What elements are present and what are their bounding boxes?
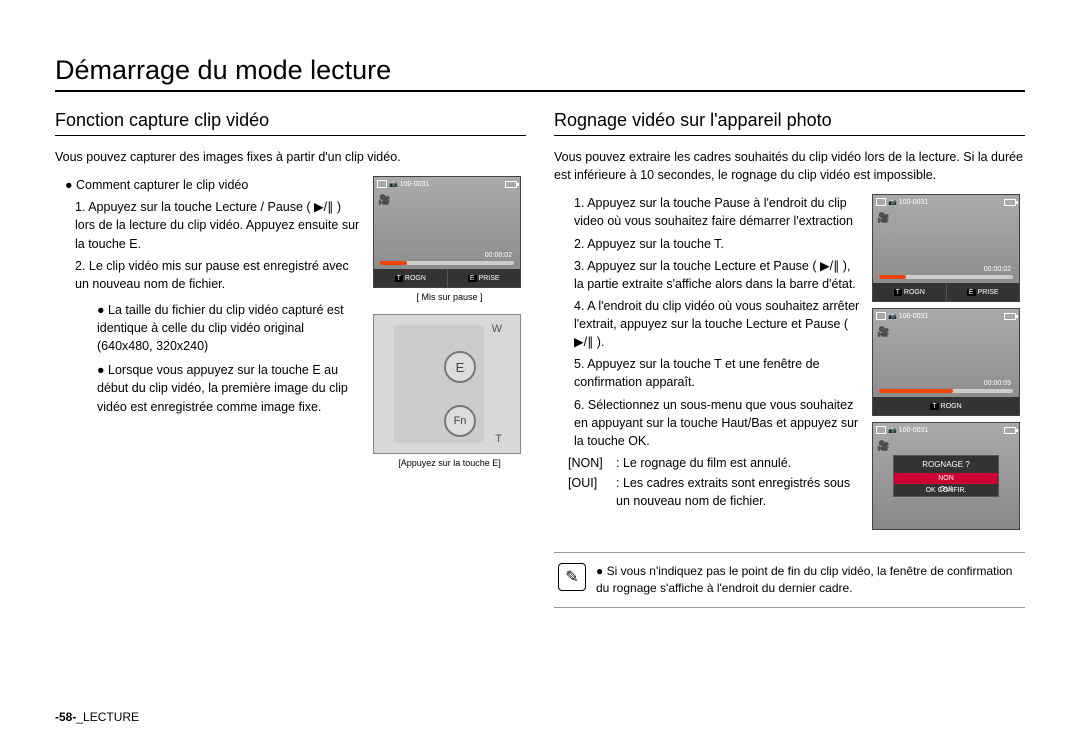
right-section-title: Rognage vidéo sur l'appareil photo: [554, 110, 1025, 136]
page-title: Démarrage du mode lecture: [55, 55, 1025, 92]
note-icon: ✎: [558, 563, 586, 591]
battery-icon: [1004, 313, 1016, 320]
label-w: W: [492, 323, 502, 335]
columns: Fonction capture clip vidéo Vous pouvez …: [55, 110, 1025, 608]
left-photo-e-button: W E Fn T: [373, 314, 521, 454]
note-text-content: Si vous n'indiquez pas le point de fin d…: [596, 564, 1012, 595]
left-bullet-intro: ● Comment capturer le clip vidéo: [55, 176, 363, 194]
r-scr2-file: 100-0031: [899, 313, 929, 320]
modal-opt-non: NON: [894, 473, 998, 484]
left-caption-2: [Appuyez sur la touche E]: [373, 458, 526, 468]
left-subbullet-2-text: Lorsque vous appuyez sur la touche E au …: [97, 363, 348, 413]
r-scr1-rogn: ROGN: [904, 289, 925, 296]
def-non-val: : Le rognage du film est annulé.: [616, 454, 862, 472]
left-step-1: 1. Appuyez sur la touche Lecture / Pause…: [55, 198, 363, 252]
r-scr1-time: 00:00:02: [984, 266, 1011, 273]
play-icon: [377, 180, 387, 188]
left-column: Fonction capture clip vidéo Vous pouvez …: [55, 110, 526, 608]
def-oui-tag: [OUI]: [568, 474, 616, 510]
film-icon: 🎥: [877, 327, 889, 338]
scr1-key-e: E: [468, 275, 477, 282]
modal-ok: OK CONFIR.: [894, 487, 998, 494]
right-step-2: 2. Appuyez sur la touche T.: [554, 235, 862, 253]
modal-title: ROGNAGE ?: [894, 456, 998, 473]
r-scr1-kt: T: [894, 289, 902, 296]
def-oui-val: : Les cadres extraits sont enregistrés s…: [616, 474, 862, 510]
battery-icon: [1004, 427, 1016, 434]
left-intro: Vous pouvez capturer des images fixes à …: [55, 148, 526, 166]
right-screenshot-3: 📷 100-0031 🎥 ROGNAGE ? NON OUI OK CONFIR…: [872, 422, 1020, 530]
left-screenshot-1: 📷 100-0031 🎥 00:00:02 TROGN EPRISE: [373, 176, 521, 288]
left-subbullet-1: ● La taille du fichier du clip vidéo cap…: [75, 301, 363, 355]
r-scr1-ke: E: [967, 289, 976, 296]
left-caption-1: [ Mis sur pause ]: [373, 292, 526, 302]
footer-section: _LECTURE: [76, 710, 139, 724]
scr1-prise: PRISE: [479, 275, 500, 282]
note-text: ● Si vous n'indiquez pas le point de fin…: [596, 563, 1021, 597]
r-scr2-kt: T: [930, 403, 938, 410]
left-section-title: Fonction capture clip vidéo: [55, 110, 526, 136]
footer: -58-_LECTURE: [55, 710, 139, 724]
right-step-4: 4. A l'endroit du clip vidéo où vous sou…: [554, 297, 862, 351]
film-icon: 🎥: [378, 195, 390, 206]
scr1-rogn: ROGN: [405, 275, 426, 282]
right-column: Rognage vidéo sur l'appareil photo Vous …: [554, 110, 1025, 608]
left-step-2: 2. Le clip vidéo mis sur pause est enreg…: [55, 257, 363, 293]
battery-icon: [1004, 199, 1016, 206]
right-step-3: 3. Appuyez sur la touche Lecture et Paus…: [554, 257, 862, 293]
right-screenshot-2: 📷 100-0031 🎥 00:00:09 TROGN: [872, 308, 1020, 416]
r-scr1-file: 100-0031: [899, 199, 929, 206]
right-step-6: 6. Sélectionnez un sous-menu que vous so…: [554, 396, 862, 450]
label-t: T: [495, 433, 502, 445]
left-subbullet-2: ● Lorsque vous appuyez sur la touche E a…: [75, 361, 363, 415]
scr1-time: 00:00:02: [485, 252, 512, 259]
right-step-1: 1. Appuyez sur la touche Pause à l'endro…: [554, 194, 862, 230]
e-button-icon: E: [444, 351, 476, 383]
battery-icon: [505, 181, 517, 188]
right-step-5: 5. Appuyez sur la touche T et une fenêtr…: [554, 355, 862, 391]
left-subbullet-1-text: La taille du fichier du clip vidéo captu…: [97, 303, 344, 353]
film-icon: 🎥: [877, 441, 889, 452]
right-screenshot-1: 📷 100-0031 🎥 00:00:02 TROGN EPRISE: [872, 194, 1020, 302]
right-intro: Vous pouvez extraire les cadres souhaité…: [554, 148, 1025, 184]
note-box: ✎ ● Si vous n'indiquez pas le point de f…: [554, 552, 1025, 608]
fn-button-icon: Fn: [444, 405, 476, 437]
scr1-key-t: T: [395, 275, 403, 282]
def-non-tag: [NON]: [568, 454, 616, 472]
r-scr2-rogn: ROGN: [941, 403, 962, 410]
scr1-file: 100-0031: [400, 181, 430, 188]
r-scr3-file: 100-0031: [899, 427, 929, 434]
film-icon: 🎥: [877, 213, 889, 224]
r-scr2-time: 00:00:09: [984, 380, 1011, 387]
r-scr1-prise: PRISE: [978, 289, 999, 296]
footer-page: -58-: [55, 710, 76, 724]
